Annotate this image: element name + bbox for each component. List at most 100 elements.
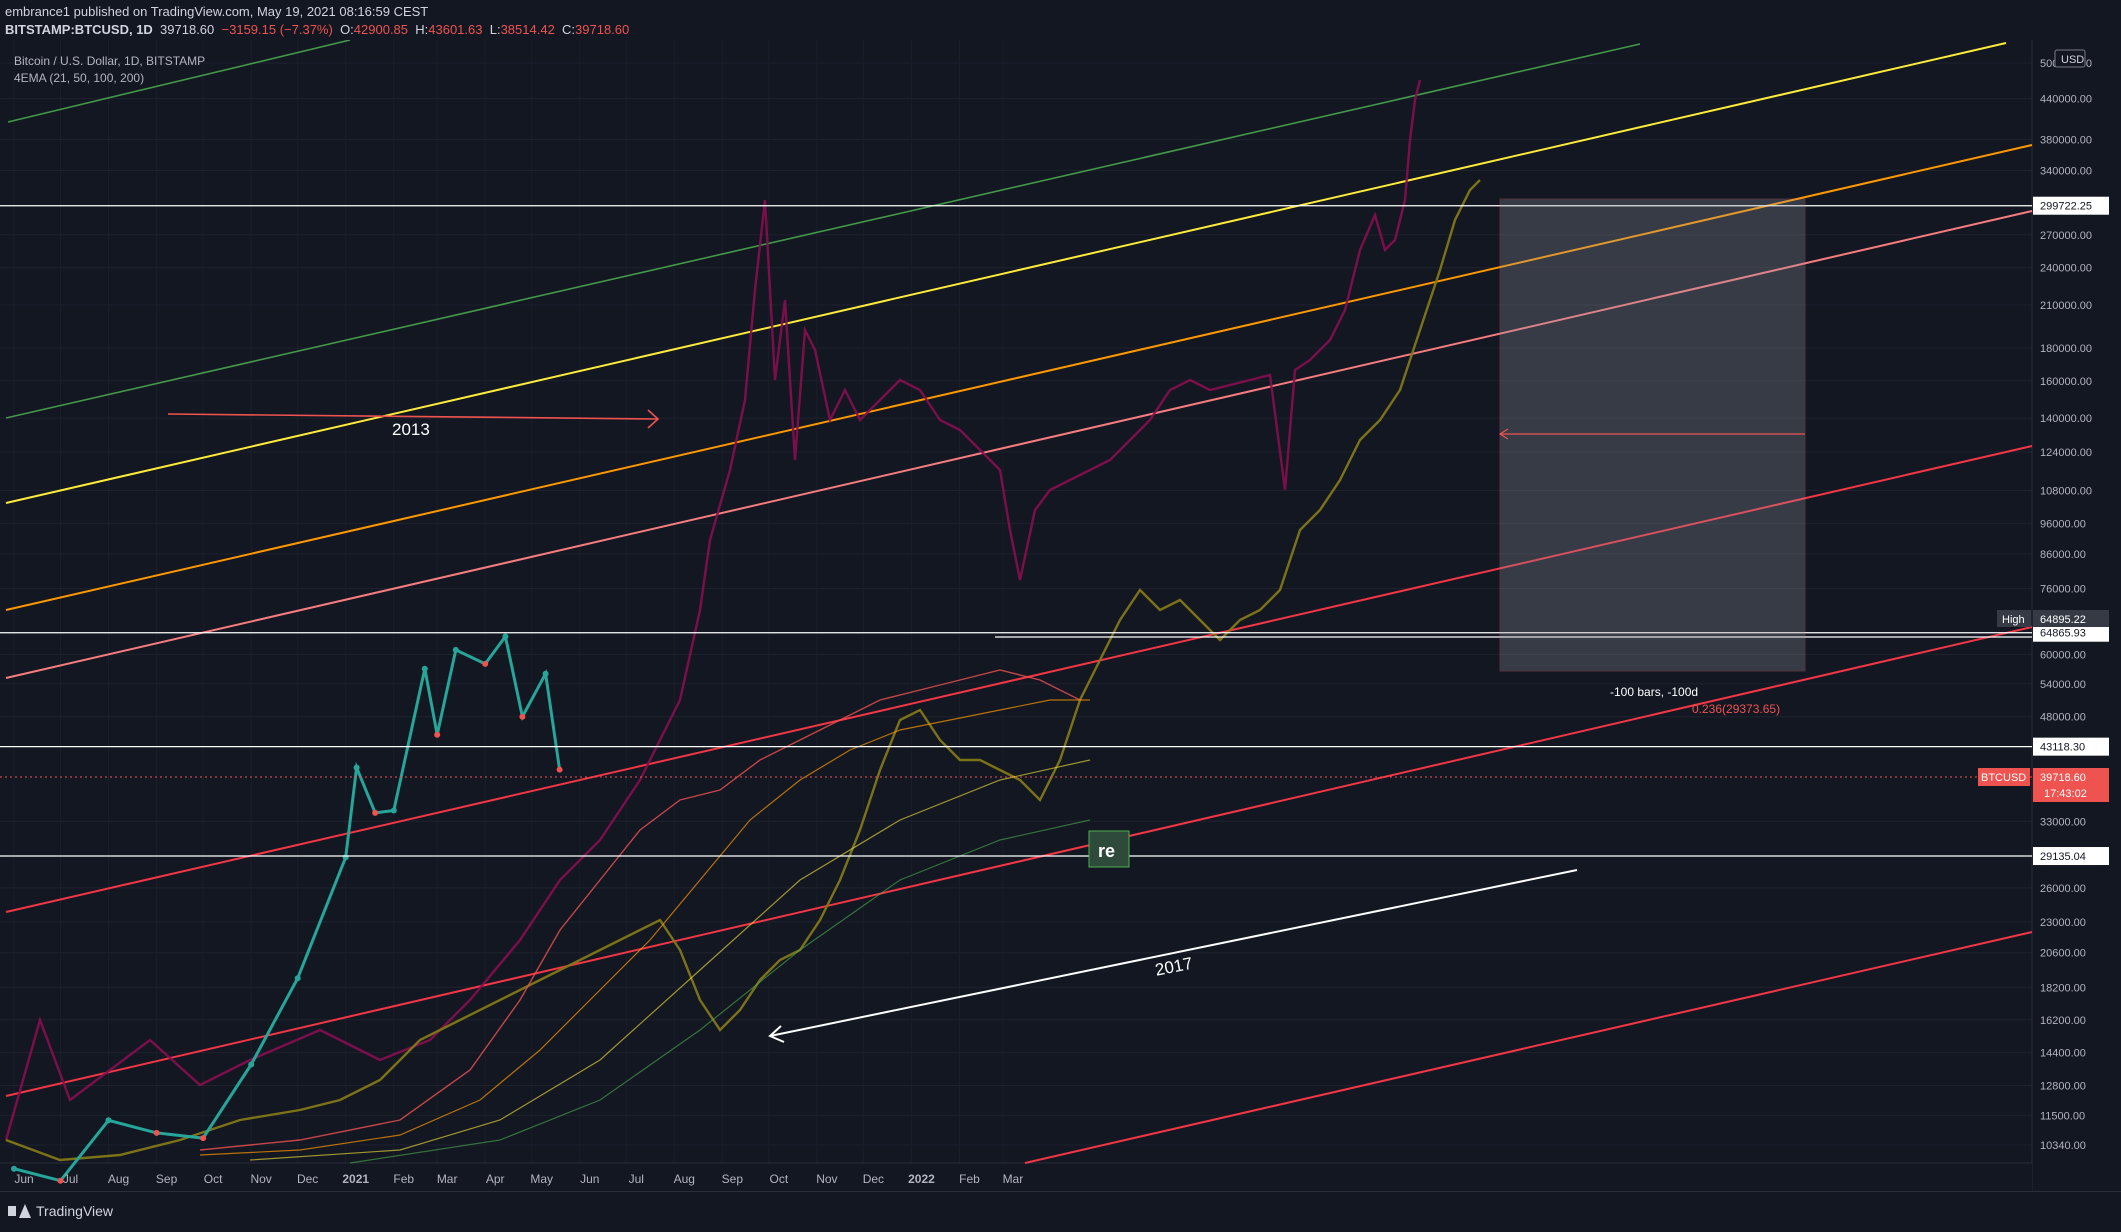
re-marker[interactable]: re xyxy=(1088,830,1130,868)
price-tick-label: 54000.00 xyxy=(2040,679,2086,691)
2017-fractal-series xyxy=(5,179,1481,1162)
tradingview-brand: TradingView xyxy=(36,1203,114,1219)
price-tick-label: 20600.00 xyxy=(2040,948,2086,960)
publisher-line: embrance1 published on TradingView.com, … xyxy=(5,4,429,19)
btcusd-point xyxy=(353,764,360,771)
price-tick-label: 160000.00 xyxy=(2040,376,2092,388)
price-tick-label: 270000.00 xyxy=(2040,230,2092,242)
channel-lines[interactable] xyxy=(5,40,2033,1164)
high-tag: High 64895.22 xyxy=(1997,610,2109,627)
tradingview-logo[interactable]: TradingView xyxy=(8,1203,113,1219)
green-channel-line xyxy=(5,43,1641,419)
label-2013: 2013 xyxy=(392,420,430,439)
high-label: H: xyxy=(415,22,429,37)
price-tick-label: 96000.00 xyxy=(2040,518,2086,530)
price-chart[interactable]: -100 bars, -100d 0.236(29373.65) 2013 20… xyxy=(0,40,2121,1191)
price-axis-labels: 500000.00440000.00380000.00340000.002700… xyxy=(2040,58,2092,1152)
symbol-label: BITSTAMP:BTCUSD, 1D xyxy=(5,22,153,37)
btcusd-point xyxy=(200,1135,207,1142)
high-value: 43601.63 xyxy=(428,22,483,37)
price-tick-label: 26000.00 xyxy=(2040,883,2086,895)
open-value: 42900.85 xyxy=(353,22,409,37)
price-tick-label: 12800.00 xyxy=(2040,1080,2086,1092)
level-tag-box xyxy=(2033,623,2109,642)
time-tick-label: Dec xyxy=(863,1172,884,1186)
level-tag-box xyxy=(2033,847,2109,866)
price-tick-label: 10340.00 xyxy=(2040,1140,2086,1152)
level-tag-label: 64865.93 xyxy=(2040,628,2086,640)
price-tick-label: 48000.00 xyxy=(2040,712,2086,724)
time-tick-label: Mar xyxy=(437,1172,458,1186)
time-tick-label: Jun xyxy=(580,1172,599,1186)
price-tick-label: 11500.00 xyxy=(2040,1110,2085,1122)
low-value: 38514.42 xyxy=(500,22,555,37)
2013-fractal-series xyxy=(4,79,1422,1141)
level-tag-label: 43118.30 xyxy=(2040,742,2085,754)
level-tag-label: 29135.04 xyxy=(2040,851,2086,863)
ema-200-line xyxy=(349,819,1091,1164)
ema-21-line xyxy=(199,669,1081,1151)
price-tick-label: 124000.00 xyxy=(2040,447,2092,459)
time-tick-label: Apr xyxy=(486,1172,505,1186)
last-price: 39718.60 xyxy=(160,22,215,37)
salmon-channel-line xyxy=(5,210,2033,679)
yellow-channel-line xyxy=(5,42,2007,504)
red-channel-line xyxy=(5,626,2033,1097)
level-tag-box xyxy=(2033,737,2109,756)
arrow-2013[interactable]: 2013 xyxy=(167,409,660,439)
time-tick-label: Sep xyxy=(722,1172,744,1186)
btcusd-point xyxy=(452,646,459,653)
usd-label: USD xyxy=(2061,54,2084,66)
time-tick-label: Oct xyxy=(770,1172,789,1186)
time-tick-label: May xyxy=(530,1172,553,1186)
price-tick-label: 23000.00 xyxy=(2040,917,2086,929)
green-channel-line xyxy=(7,40,351,123)
btcusd-point xyxy=(342,854,349,861)
level-tag-label: 299722.25 xyxy=(2040,201,2092,213)
low-label: L: xyxy=(489,22,501,37)
price-tick-label: 108000.00 xyxy=(2040,485,2092,497)
close-label: C: xyxy=(562,22,576,37)
btcusd-point xyxy=(294,975,301,982)
btcusd-point xyxy=(390,807,397,814)
price-tick-label: 18200.00 xyxy=(2040,982,2086,994)
projection-box[interactable] xyxy=(1499,198,1806,672)
price-tick-label: 14400.00 xyxy=(2040,1048,2086,1060)
price-tick-label: 340000.00 xyxy=(2040,166,2092,178)
label-re: re xyxy=(1098,841,1115,861)
usd-badge[interactable]: USD xyxy=(2054,49,2086,68)
btcusd-point xyxy=(248,1061,255,1068)
level-tags: 299722.25 64865.93 43118.30 29135.04 xyxy=(2033,196,2109,866)
time-tick-label: Feb xyxy=(959,1172,980,1186)
btcusd-point xyxy=(153,1129,160,1136)
open-label: O: xyxy=(340,22,354,37)
ema-lines xyxy=(199,669,1091,1164)
btcusd-point xyxy=(556,766,563,773)
time-tick-label: Aug xyxy=(108,1172,129,1186)
time-tick-label: Dec xyxy=(297,1172,318,1186)
tradingview-logo-icon xyxy=(8,1204,31,1218)
price-tick-label: 86000.00 xyxy=(2040,549,2086,561)
price-tick-label: 380000.00 xyxy=(2040,135,2092,147)
time-tick-label: Jun xyxy=(14,1172,33,1186)
red-channel-line xyxy=(1024,931,2033,1164)
ema-50-line xyxy=(199,699,1090,1156)
footer-bar: TradingView xyxy=(0,1191,2121,1232)
time-tick-label: Nov xyxy=(250,1172,271,1186)
btcusd-point xyxy=(542,670,549,677)
time-tick-label: Feb xyxy=(393,1172,414,1186)
time-axis[interactable] xyxy=(0,1163,2032,1191)
horizontal-levels[interactable] xyxy=(0,205,2032,857)
btcusd-points xyxy=(11,633,563,1184)
last-price-tag: BTCUSD 39718.60 17:43:02 xyxy=(1978,768,2109,802)
btcusd-point xyxy=(519,713,526,720)
time-tick-label: 2022 xyxy=(908,1172,935,1186)
time-tick-label: Oct xyxy=(204,1172,223,1186)
orange-channel-line xyxy=(5,144,2033,611)
price-tick-label: 76000.00 xyxy=(2040,584,2086,596)
time-tick-label: Aug xyxy=(674,1172,695,1186)
level-tag-box xyxy=(2033,196,2109,215)
red-channel-line xyxy=(5,445,2033,913)
btcusd-point xyxy=(11,1165,17,1172)
price-tick-label: 210000.00 xyxy=(2040,300,2092,312)
